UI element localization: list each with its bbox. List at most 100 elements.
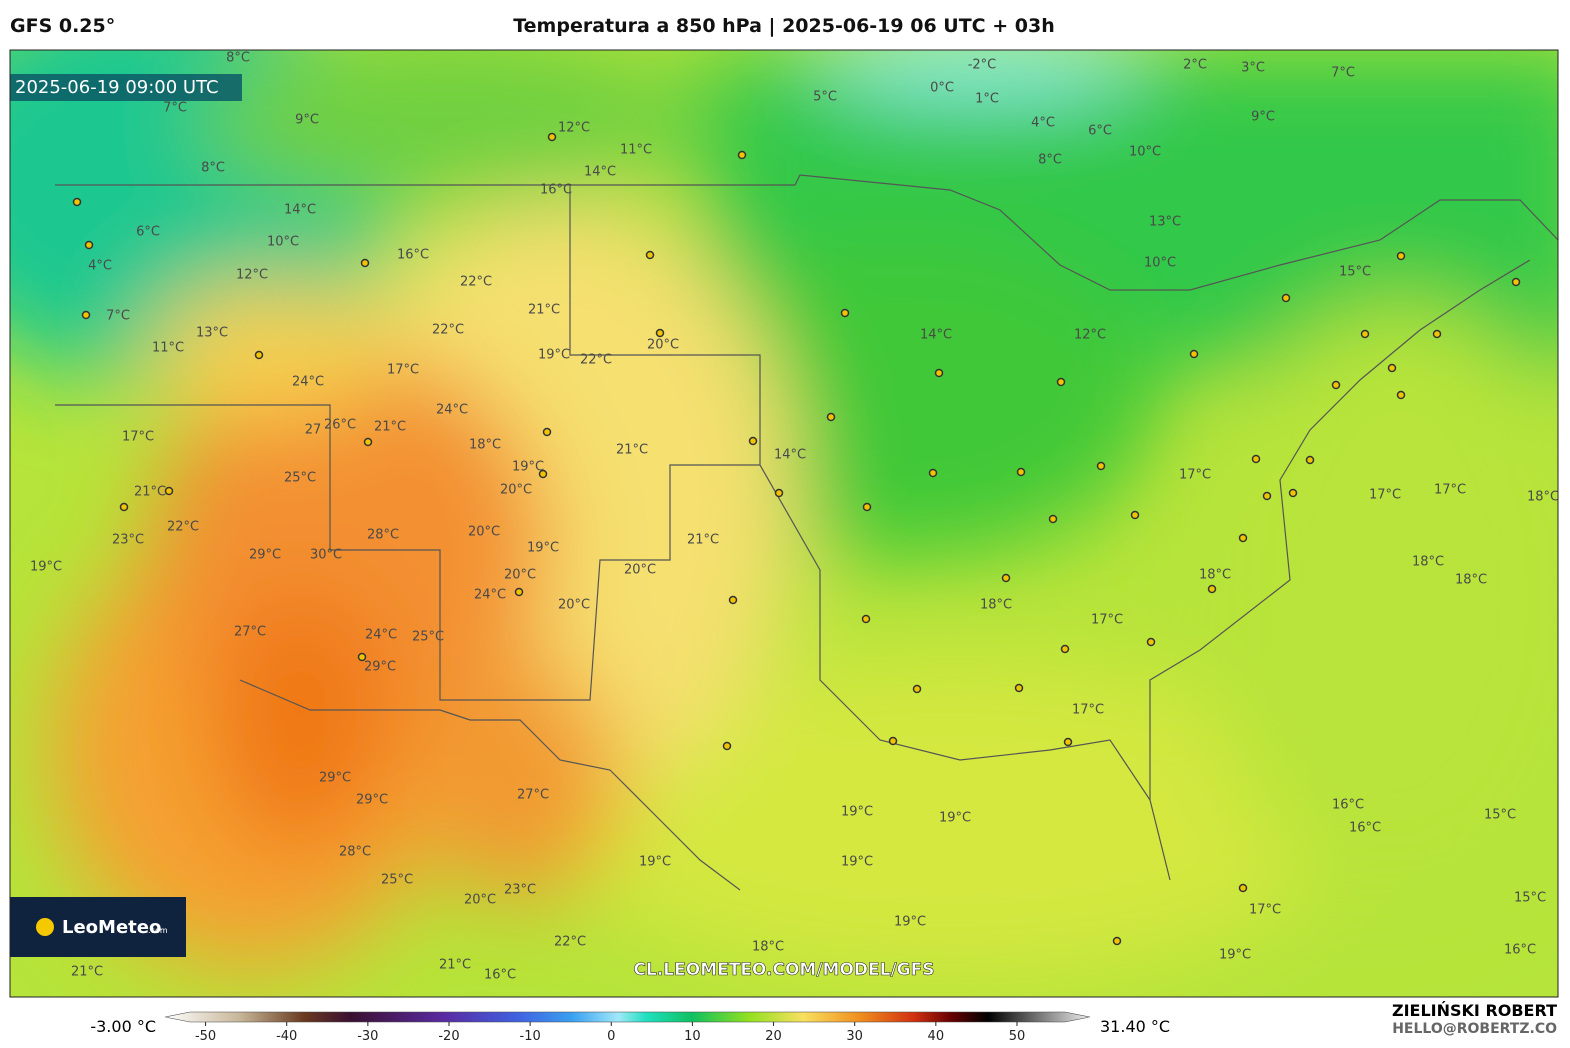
city-marker [360,258,370,268]
contour-label: 21°C [528,303,560,318]
colorbar-tick-label: 30 [846,1029,863,1044]
city-marker [928,468,938,478]
contour-label: 29°C [319,771,351,786]
city-marker [1096,461,1106,471]
contour-label: 9°C [1251,110,1275,125]
contour-label: 19°C [1219,948,1251,963]
contour-label: 8°C [201,161,225,176]
contour-label: 5°C [813,90,837,105]
author: ZIELIŃSKI ROBERT [1392,1001,1557,1020]
contour-label: 28°C [339,845,371,860]
contour-label: -2°C [968,58,997,73]
contour-label: 4°C [1031,116,1055,131]
city-marker [1238,883,1248,893]
contour-label: 11°C [152,341,184,356]
contour-label: 18°C [980,598,1012,613]
contour-label: 18°C [752,940,784,955]
city-marker [722,741,732,751]
contour-label: 23°C [112,533,144,548]
contour-label: 17°C [1179,468,1211,483]
contour-label: 20°C [464,893,496,908]
contour-label: 3°C [1241,61,1265,76]
city-marker [645,250,655,260]
city-marker [888,736,898,746]
city-marker [1207,584,1217,594]
contour-label: 10°C [267,235,299,250]
colorbar-tick-label: -20 [438,1029,459,1044]
city-marker [363,437,373,447]
contour-label: 19°C [527,541,559,556]
city-marker [1112,936,1122,946]
contour-label: 17°C [1072,703,1104,718]
city-marker [774,488,784,498]
city-marker [1016,467,1026,477]
colorbar-tick-label: 40 [928,1029,945,1044]
contour-label: 16°C [397,248,429,263]
contour-label: 16°C [1504,943,1536,958]
city-marker [1281,293,1291,303]
city-marker [1432,329,1442,339]
contour-label: 20°C [558,598,590,613]
contour-label: 8°C [1038,153,1062,168]
city-marker [1048,514,1058,524]
city-marker [1130,510,1140,520]
contour-label: 18°C [1527,490,1559,505]
colorbar-ramp [164,1011,1091,1023]
colorbar-tick-label: -10 [520,1029,541,1044]
contour-label: 19°C [639,855,671,870]
city-marker [737,150,747,160]
contour-label: 16°C [1332,798,1364,813]
city-marker [1001,573,1011,583]
city-marker [514,587,524,597]
contour-label: 25°C [284,471,316,486]
city-marker [862,502,872,512]
city-marker [547,132,557,142]
logo-suffix: .com [148,926,168,935]
city-marker [542,427,552,437]
contour-label: 22°C [432,323,464,338]
contour-label: 19°C [30,560,62,575]
contour-label: 20°C [500,483,532,498]
city-marker [1189,349,1199,359]
city-marker [1060,644,1070,654]
city-marker [1063,737,1073,747]
model: GFS 0.25° [10,15,115,37]
contour-label: 25°C [381,873,413,888]
contour-label: 29°C [364,660,396,675]
city-marker [1238,533,1248,543]
city-marker [1056,377,1066,387]
contour-label: 16°C [1349,821,1381,836]
contour-label: 10°C [1129,145,1161,160]
city-marker [1387,363,1397,373]
contour-label: 15°C [1339,265,1371,280]
contour-label: 21°C [71,965,103,980]
contour-label: 20°C [504,568,536,583]
city-marker [84,240,94,250]
contour-label: 24°C [436,403,468,418]
contour-label: 24°C [474,588,506,603]
city-marker [1251,454,1261,464]
contour-label: 10°C [1144,256,1176,271]
city-marker [81,310,91,320]
contour-label: 13°C [1149,215,1181,230]
contour-label: 14°C [920,328,952,343]
colorbar-tick-label: -30 [357,1029,378,1044]
contour-label: 14°C [584,165,616,180]
watermark: CL.LEOMETEO.COM/MODEL/GFS [634,960,935,980]
city-marker [1014,683,1024,693]
contour-label: 17°C [1249,903,1281,918]
contour-label: 21°C [439,958,471,973]
contour-label: 27 [305,423,322,438]
contour-label: 21°C [616,443,648,458]
city-marker [1305,455,1315,465]
contour-label: 19°C [841,855,873,870]
contour-label: 6°C [1088,124,1112,139]
contour-label: 25°C [412,630,444,645]
contour-label: 7°C [163,101,187,116]
contour-label: 17°C [1091,613,1123,628]
contour-label: 12°C [1074,328,1106,343]
contour-label: 19°C [512,460,544,475]
contour-label: 15°C [1514,891,1546,906]
contour-label: 6°C [136,225,160,240]
colorbar-tick-label: -40 [276,1029,297,1044]
